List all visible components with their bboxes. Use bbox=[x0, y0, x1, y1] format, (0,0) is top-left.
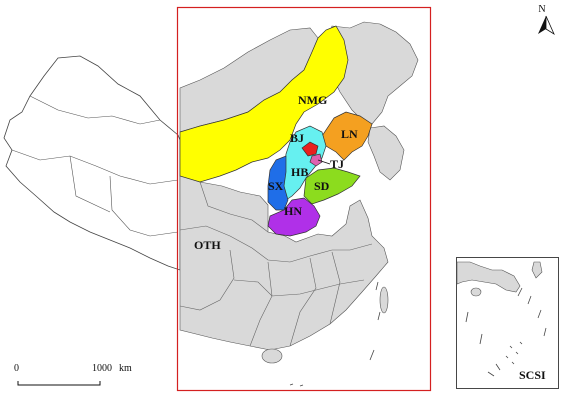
label-sx: SX bbox=[268, 179, 284, 193]
scsi-inset: SCSI bbox=[456, 257, 559, 389]
scale-start-label: 0 bbox=[14, 363, 19, 374]
south-sea-dashes bbox=[289, 281, 381, 387]
north-arrow-icon: N bbox=[538, 4, 555, 36]
label-ln: LN bbox=[341, 127, 358, 141]
scale-end-label: 1000 bbox=[92, 363, 112, 374]
label-sd: SD bbox=[314, 179, 330, 193]
western-china-inner-borders bbox=[11, 95, 179, 237]
oth-region-borders bbox=[179, 181, 373, 347]
region-nmg bbox=[179, 25, 349, 183]
region-bj bbox=[301, 141, 319, 157]
label-oth: OTH bbox=[194, 238, 221, 252]
region-tj bbox=[309, 153, 323, 167]
label-nmg: NMG bbox=[298, 93, 327, 107]
scale-unit-label: km bbox=[119, 363, 132, 374]
svg-text:N: N bbox=[538, 4, 545, 15]
hainan-island bbox=[261, 348, 283, 364]
tj-leader-line bbox=[317, 159, 331, 165]
label-tj: TJ bbox=[330, 157, 344, 171]
label-hn: HN bbox=[284, 204, 302, 218]
study-area-frame bbox=[176, 6, 432, 392]
label-hb: HB bbox=[291, 165, 308, 179]
korea-gray-land bbox=[367, 125, 405, 181]
region-hn bbox=[267, 197, 321, 237]
taiwan-island bbox=[379, 286, 389, 314]
region-sd bbox=[303, 167, 361, 205]
northeast-gray-land bbox=[325, 21, 419, 125]
label-bj: BJ bbox=[290, 131, 304, 145]
scale-bar: 0 1000 km bbox=[14, 363, 132, 386]
inset-label: SCSI bbox=[519, 368, 546, 382]
western-china-outline bbox=[3, 55, 181, 271]
